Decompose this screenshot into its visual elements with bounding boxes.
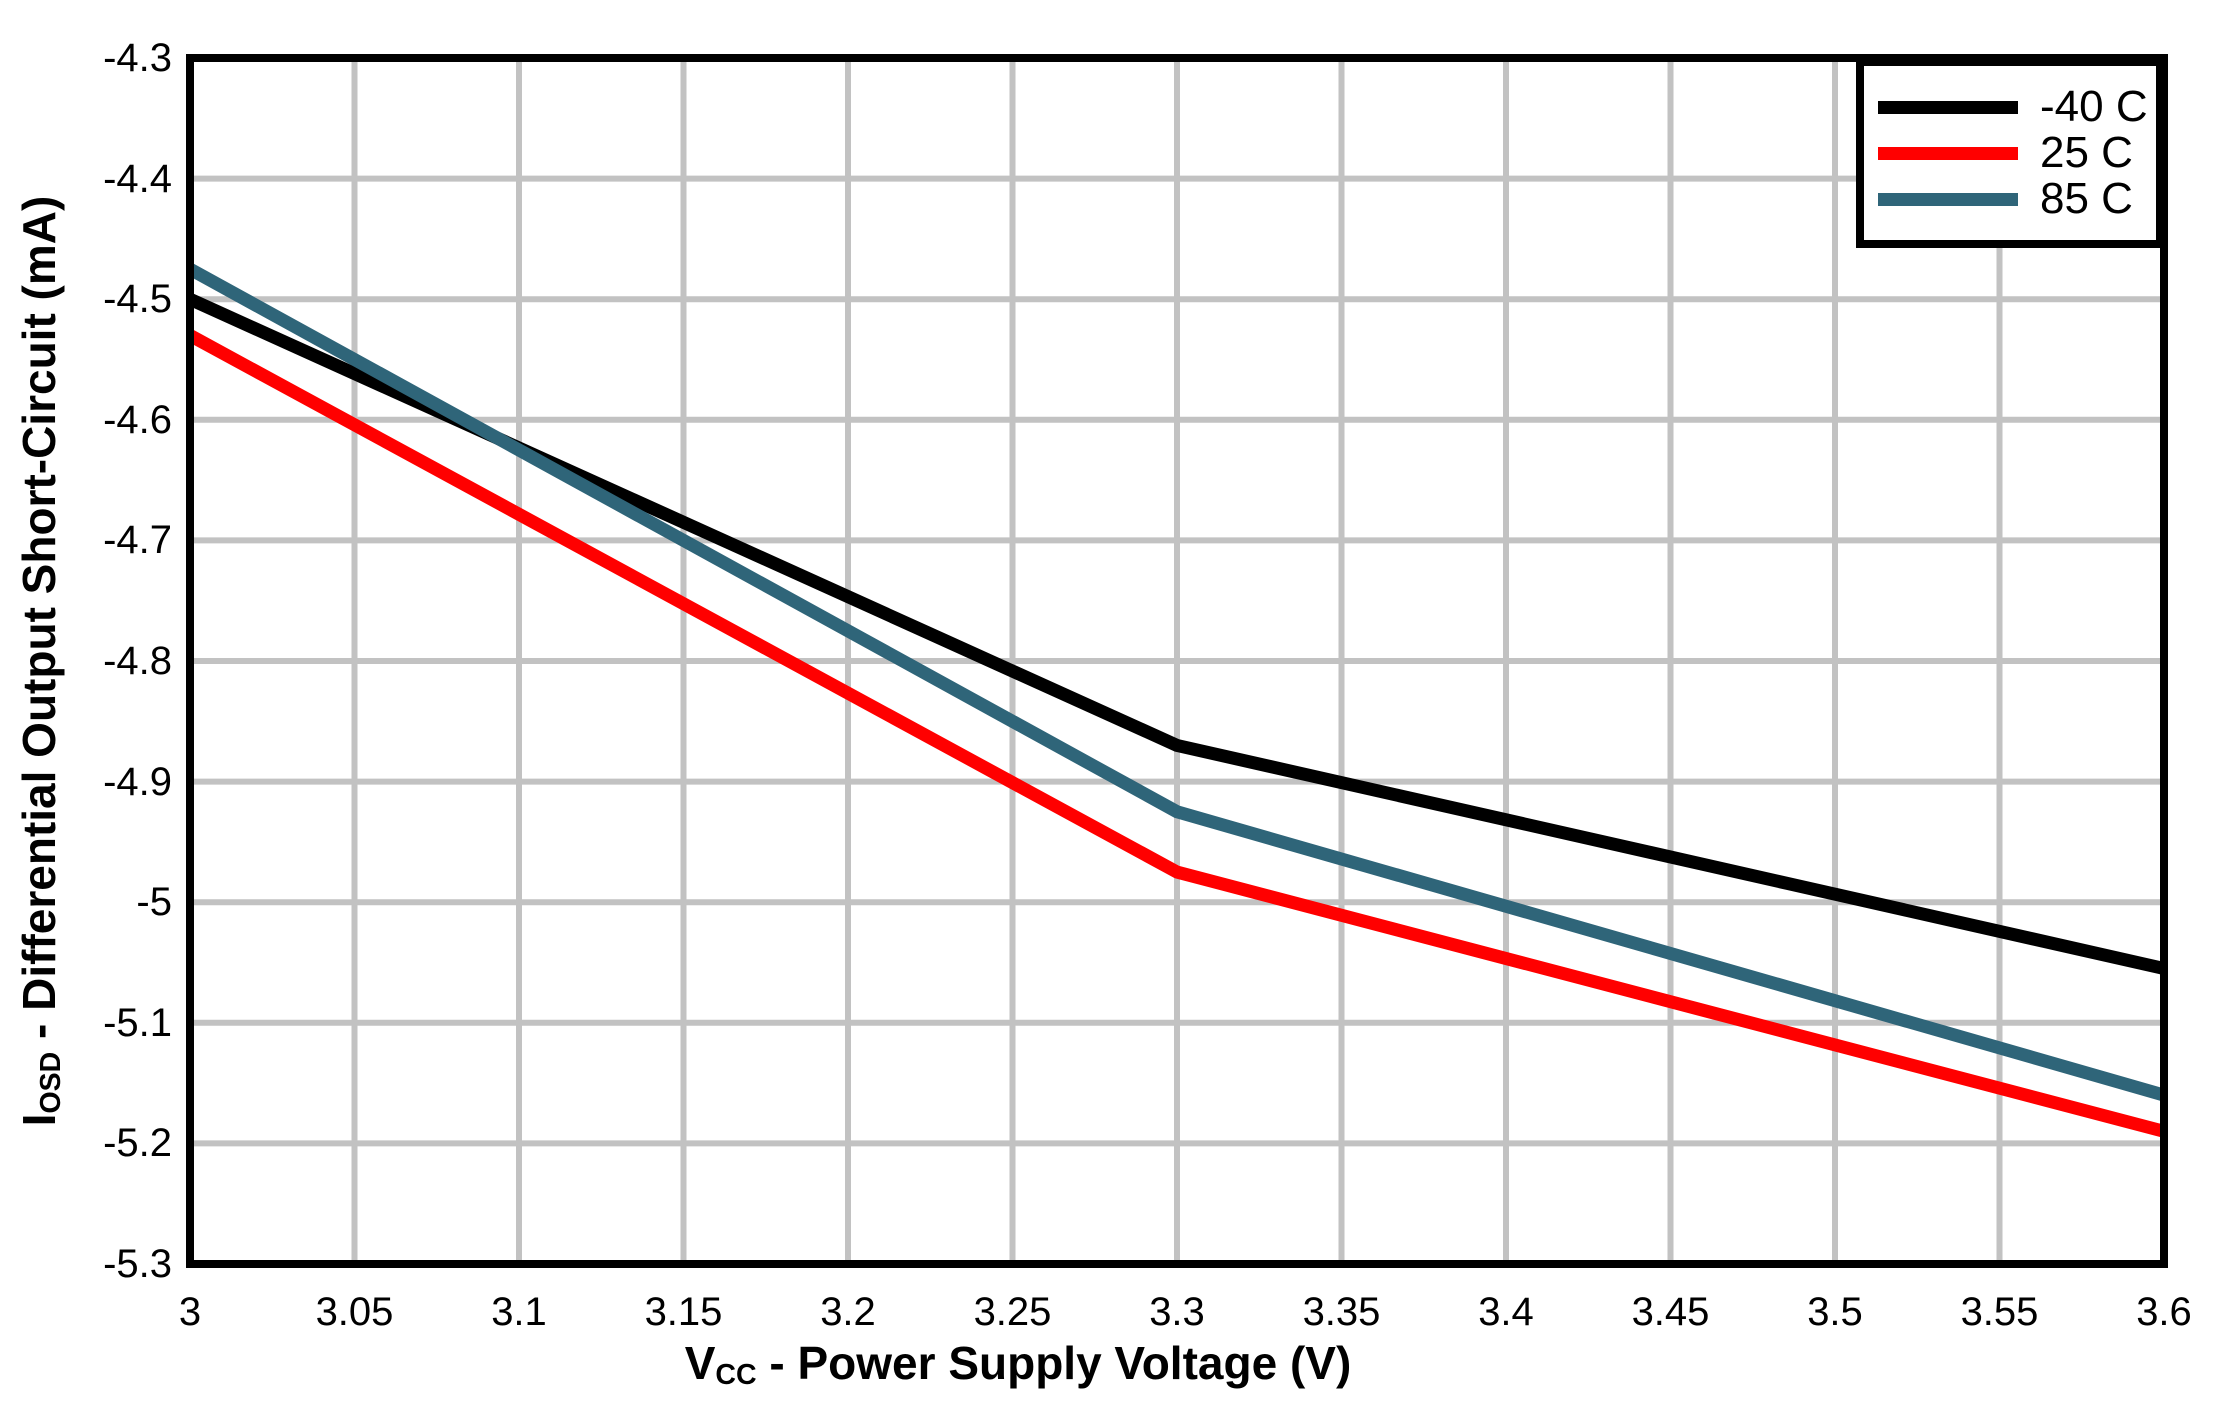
x-tick-label: 3.05 <box>315 1290 394 1334</box>
legend-label-85c: 85 C <box>2040 174 2133 223</box>
x-tick-label: 3.4 <box>1478 1290 1534 1334</box>
y-axis-symbol-subscript: OSD <box>35 1051 68 1114</box>
data-series-lines <box>186 263 2166 1138</box>
y-tick-label: -5 <box>136 880 172 925</box>
legend-item-25c: 25 C <box>1878 130 2156 176</box>
legend-label-minus40c: -40 C <box>2040 82 2148 131</box>
x-tick-label: 3.15 <box>644 1290 723 1334</box>
x-axis-symbol: V <box>684 1337 716 1389</box>
legend-item-85c: 85 C <box>1878 176 2156 222</box>
y-tick-label: -4.9 <box>103 759 172 804</box>
gridlines <box>190 58 2164 1264</box>
x-tick-label: 3.6 <box>2136 1290 2192 1334</box>
legend-line-swatch-85c <box>1878 192 2018 206</box>
y-tick-label: -4.4 <box>103 156 172 201</box>
x-axis-title: VCC - Power Supply Voltage (V) <box>685 1336 1352 1392</box>
x-tick-label: 3.1 <box>491 1290 547 1334</box>
y-axis-symbol: I <box>12 1113 65 1127</box>
legend-label-25c: 25 C <box>2040 128 2133 177</box>
x-tick-label: 3.35 <box>1302 1290 1381 1334</box>
legend: -40 C 25 C 85 C <box>1856 58 2164 248</box>
y-tick-label: -4.8 <box>103 639 172 683</box>
series-line-25-c <box>186 329 2166 1138</box>
y-axis-title: IOSD - Differential Output Short-Circuit… <box>12 196 68 1127</box>
x-tick-label: 3 <box>178 1290 202 1334</box>
x-tick-label: 3.5 <box>1807 1290 1863 1334</box>
plot-border <box>186 54 2168 1268</box>
y-tick-label: -4.3 <box>103 36 172 80</box>
legend-line-swatch-25c <box>1878 146 2018 160</box>
x-tick-label: 3.25 <box>973 1290 1052 1334</box>
x-tick-label: 3.2 <box>820 1290 876 1334</box>
y-tick-label: -5.3 <box>103 1242 172 1286</box>
x-tick-label: 3.45 <box>1631 1290 1710 1334</box>
legend-item-minus40c: -40 C <box>1878 84 2156 130</box>
x-tick-label: 3.3 <box>1149 1290 1205 1334</box>
y-axis-title-text: - Differential Output Short-Circuit (mA) <box>12 195 65 1052</box>
y-tick-label: -5.1 <box>103 1000 172 1045</box>
x-tick-label: 3.55 <box>1960 1290 2039 1334</box>
x-axis-symbol-subscript: CC <box>715 1359 757 1392</box>
series-line-85-c <box>186 263 2166 1102</box>
x-axis-title-text: - Power Supply Voltage (V) <box>756 1337 1352 1389</box>
y-tick-label: -5.2 <box>103 1121 172 1166</box>
y-tick-label: -4.7 <box>103 518 172 563</box>
y-tick-label: -4.5 <box>103 277 172 322</box>
legend-line-swatch-minus40c <box>1878 100 2018 114</box>
y-tick-label: -4.6 <box>103 397 172 442</box>
